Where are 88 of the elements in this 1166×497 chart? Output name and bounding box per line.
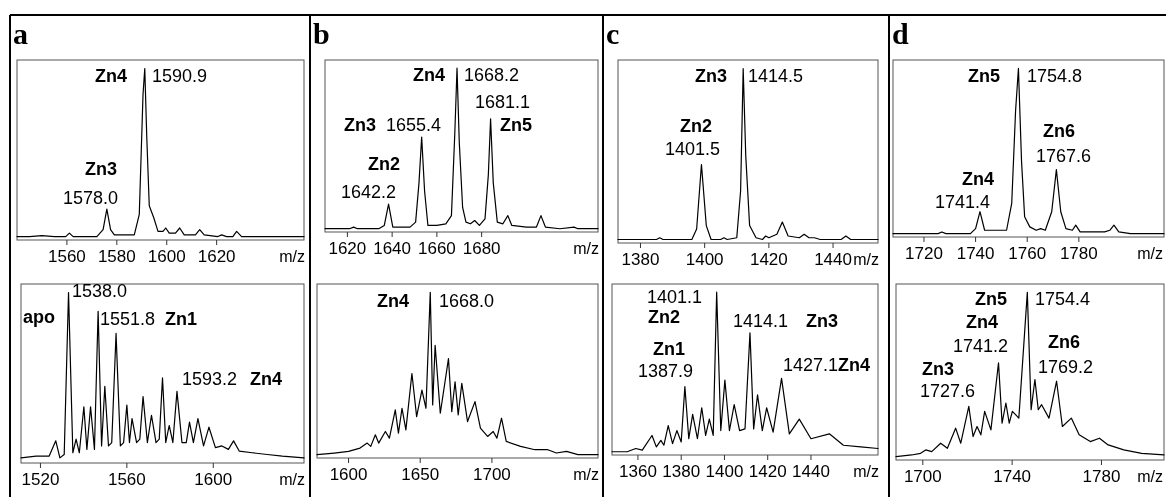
x-tick-label: 1520 [21,470,60,489]
annotation: 1681.1 [475,91,531,112]
annotation: 1414.5 [748,65,804,86]
x-tick-label: 1620 [197,247,236,266]
x-tick-label: 1560 [48,247,86,266]
x-tick-label: 1420 [748,462,787,481]
x-tick-label: 1600 [329,465,368,484]
annotation: 1727.6 [920,380,976,401]
annotation: Zn2 [648,306,681,327]
chart-title: d [892,17,909,50]
annotation: Zn3 [695,65,728,86]
annotation: Zn3 [85,158,118,179]
x-tick-label: 1760 [1008,244,1047,263]
x-axis-title: m/z [1137,468,1163,485]
annotation: 1401.1 [647,286,703,307]
x-tick-label: 1700 [903,467,942,486]
annotation: Zn3 [922,358,955,379]
annotation: 1767.6 [1036,145,1092,166]
annotation: Zn6 [1043,120,1076,141]
annotation: Zn4 [250,368,283,389]
x-tick-label: 1400 [705,462,744,481]
annotation: Zn5 [500,114,533,135]
annotation: 1642.2 [341,181,397,202]
annotation: 1427.1 [783,354,839,375]
x-tick-label: 1650 [401,465,440,484]
annotation: Zn4 [95,65,128,86]
x-tick-label: 1780 [1082,467,1121,486]
annotation: 1668.2 [464,64,520,85]
x-tick-label: 1720 [905,244,943,263]
annotation: Zn5 [975,288,1008,309]
x-axis-title: m/z [279,248,305,265]
x-tick-label: 1780 [1059,244,1098,263]
annotation: Zn6 [1048,331,1081,352]
annotation: 1401.5 [665,138,721,159]
annotation: 1655.4 [386,114,442,135]
x-tick-label: 1640 [373,239,412,258]
annotation: Zn3 [806,310,839,331]
x-axis-title: m/z [853,463,879,480]
x-tick-label: 1360 [619,462,657,481]
annotation: Zn4 [377,290,410,311]
annotation: Zn2 [368,153,401,174]
annotation: Zn5 [968,65,1001,86]
annotation: Zn1 [165,308,198,329]
x-tick-label: 1440 [814,250,852,269]
chart-title: c [606,17,620,50]
x-axis-title: m/z [1137,245,1163,262]
annotation: 1668.0 [439,290,495,311]
annotation: Zn3 [344,114,377,135]
annotation: 1769.2 [1038,356,1094,377]
annotation: 1387.9 [638,360,694,381]
x-tick-label: 1620 [328,239,367,258]
annotation: Zn4 [962,168,995,189]
chart-title: a [13,17,28,50]
x-tick-label: 1600 [147,247,186,266]
annotation: Zn1 [653,338,686,359]
x-tick-label: 1680 [462,239,501,258]
x-tick-label: 1380 [621,250,660,269]
x-tick-label: 1440 [792,462,830,481]
x-tick-label: 1740 [956,244,995,263]
x-tick-label: 1740 [993,467,1032,486]
annotation: 1754.4 [1035,288,1091,309]
annotation: 1741.2 [953,335,1009,356]
annotation: 1593.2 [182,368,238,389]
x-tick-label: 1400 [685,250,724,269]
x-axis-title: m/z [853,251,879,268]
annotation: apo [23,306,56,327]
annotation: 1551.8 [100,308,156,329]
annotation: 1590.9 [152,65,208,86]
annotation: 1578.0 [63,187,119,208]
x-tick-label: 1660 [417,239,456,258]
annotation: Zn4 [966,311,999,332]
x-tick-label: 1560 [107,470,146,489]
annotation: Zn2 [680,115,713,136]
x-tick-label: 1580 [97,247,136,266]
x-tick-label: 1380 [662,462,701,481]
annotation: Zn4 [838,354,871,375]
annotation: 1754.8 [1027,65,1083,86]
annotation: 1538.0 [72,280,128,301]
x-axis-title: m/z [573,466,599,483]
x-tick-label: 1700 [472,465,511,484]
x-tick-label: 1420 [749,250,788,269]
annotation: Zn4 [413,64,446,85]
x-axis-title: m/z [573,240,599,257]
annotation: 1741.4 [935,191,991,212]
x-axis-title: m/z [279,471,305,488]
annotation: 1414.1 [733,310,789,331]
x-tick-label: 1600 [194,470,233,489]
chart-title: b [313,17,330,50]
